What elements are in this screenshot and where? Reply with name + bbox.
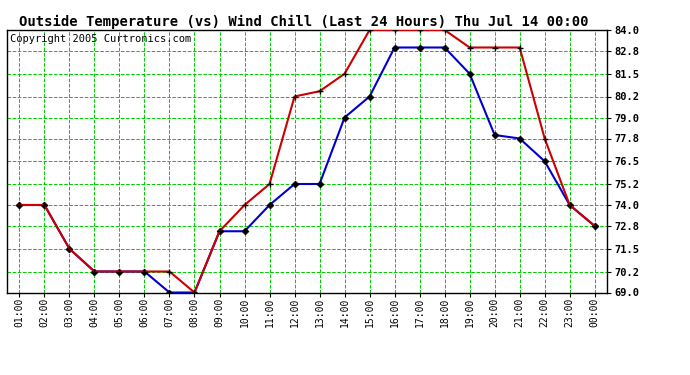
Text: Outside Temperature (vs) Wind Chill (Last 24 Hours) Thu Jul 14 00:00: Outside Temperature (vs) Wind Chill (Las…: [19, 15, 589, 29]
Text: Copyright 2005 Curtronics.com: Copyright 2005 Curtronics.com: [10, 34, 191, 44]
